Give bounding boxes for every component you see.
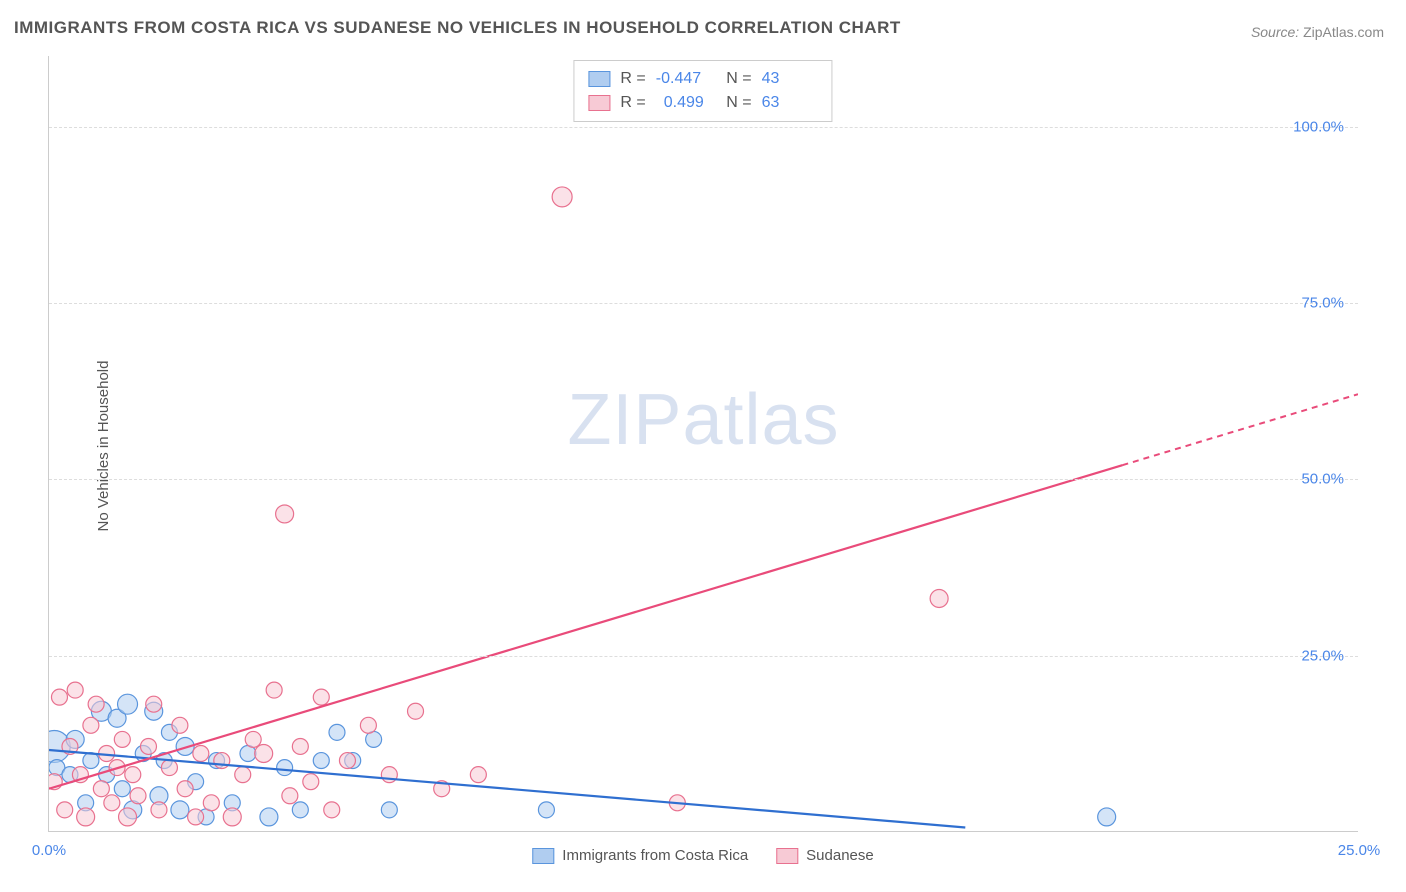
y-tick-label: 25.0% <box>1301 647 1344 664</box>
y-tick-label: 50.0% <box>1301 471 1344 488</box>
legend-r-label-2: R = <box>620 91 645 115</box>
chart-container: IMMIGRANTS FROM COSTA RICA VS SUDANESE N… <box>0 0 1406 892</box>
source-label: Source: <box>1251 24 1299 40</box>
legend-n-label-1: N = <box>722 67 752 91</box>
legend-item-1: Immigrants from Costa Rica <box>532 847 748 864</box>
legend-label-2: Sudanese <box>806 847 874 864</box>
y-tick-label: 75.0% <box>1301 294 1344 311</box>
plot-area: ZIPatlas 25.0%50.0%75.0%100.0%0.0%25.0% … <box>48 56 1358 832</box>
source-name: ZipAtlas.com <box>1303 24 1384 40</box>
legend-n-label-2: N = <box>722 91 752 115</box>
source-attribution: Source: ZipAtlas.com <box>1251 24 1384 40</box>
x-tick-label: 25.0% <box>1338 842 1381 859</box>
correlation-legend: R = -0.447 N = 43 R = 0.499 N = 63 <box>573 60 832 122</box>
legend-row-1: R = -0.447 N = 43 <box>588 67 817 91</box>
swatch-series-2 <box>588 95 610 111</box>
legend-item-2: Sudanese <box>776 847 874 864</box>
legend-n-value-1: 43 <box>762 67 818 91</box>
y-tick-label: 100.0% <box>1293 118 1344 135</box>
x-tick-label: 0.0% <box>32 842 66 859</box>
legend-label-1: Immigrants from Costa Rica <box>562 847 748 864</box>
legend-r-label-1: R = <box>620 67 645 91</box>
legend-swatch-1 <box>532 848 554 864</box>
plot-frame: ZIPatlas 25.0%50.0%75.0%100.0%0.0%25.0% <box>48 56 1358 832</box>
legend-row-2: R = 0.499 N = 63 <box>588 91 817 115</box>
legend-swatch-2 <box>776 848 798 864</box>
legend-n-value-2: 63 <box>762 91 818 115</box>
plot-svg <box>49 56 1358 831</box>
legend-r-value-1: -0.447 <box>656 67 712 91</box>
swatch-series-1 <box>588 71 610 87</box>
chart-title: IMMIGRANTS FROM COSTA RICA VS SUDANESE N… <box>14 18 901 38</box>
legend-r-value-2: 0.499 <box>656 91 712 115</box>
series-legend: Immigrants from Costa Rica Sudanese <box>532 847 873 864</box>
